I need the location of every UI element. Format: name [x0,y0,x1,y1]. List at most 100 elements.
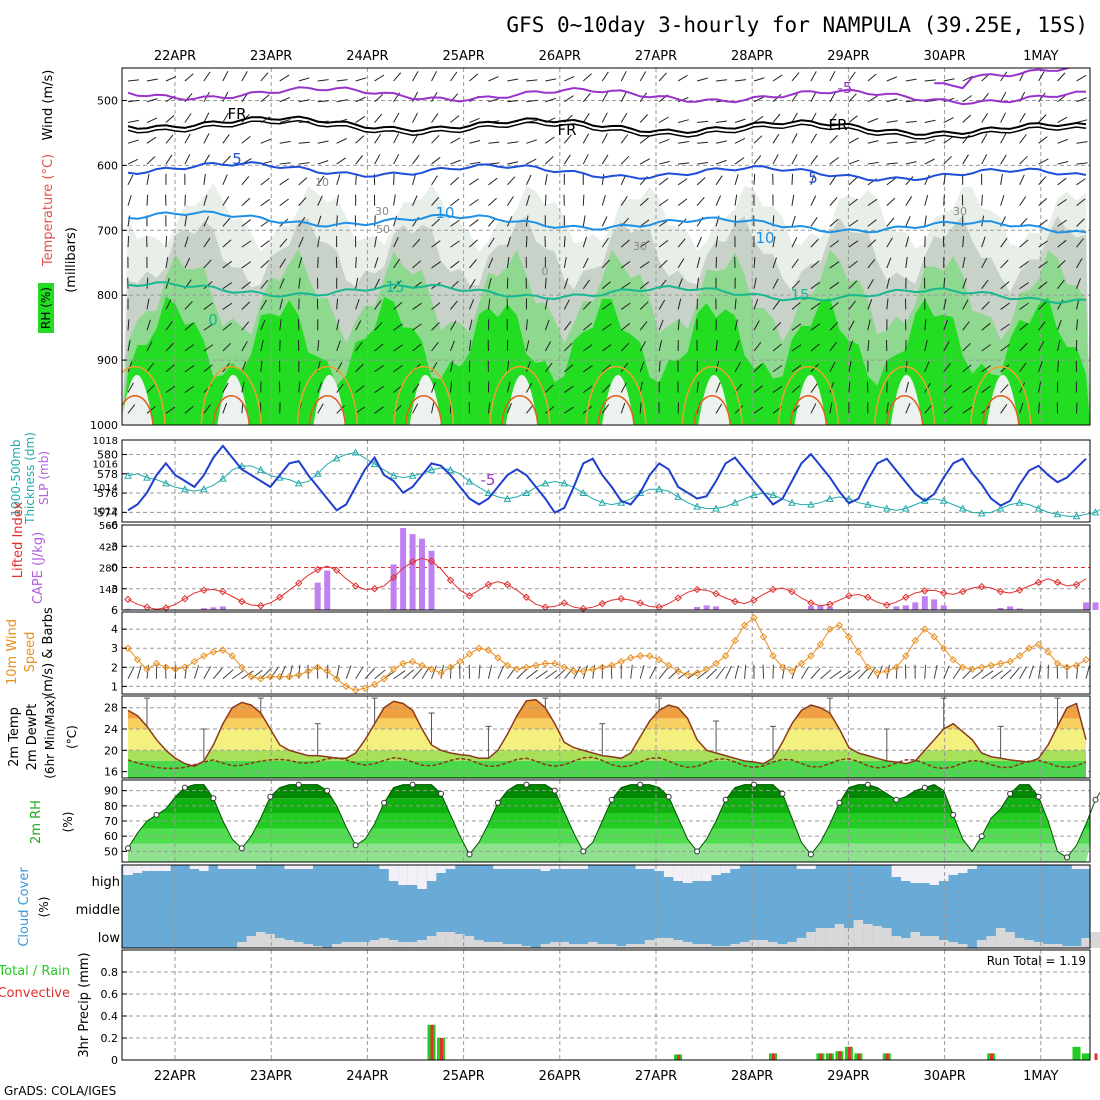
temp-contour-25 [501,395,539,425]
cape-bar [817,605,824,610]
wind-speed-marker [295,671,303,679]
wind-barb [810,174,815,185]
wind-barb [1076,178,1086,186]
wind-barb [487,402,491,414]
lifted-index-marker [731,597,739,606]
wind-speed-marker [968,665,976,673]
low-cloud-gap [398,942,408,948]
wind-speed-marker [589,665,597,673]
wind-barb [791,215,796,227]
wind-barb [924,119,936,124]
thickness-marker [882,504,891,512]
wind-barb [753,135,763,144]
high-cloud-gap [123,865,133,875]
wind-barb [222,196,230,206]
slp-tick-label: 1014 [93,483,118,494]
wind-barb [639,71,647,82]
temp-contour-25 [597,395,635,425]
wind-barb [639,301,649,310]
wind-speed-marker [892,663,901,672]
wind-barb [506,256,510,268]
lifted-index-marker [864,593,872,601]
wind-speed-marker [845,633,853,641]
wind-barb [507,100,519,103]
wind-speed-marker [987,661,995,670]
wind-barb [677,198,688,207]
wind-barb [753,96,765,103]
wind-barb [203,323,214,331]
low-cloud-gap [626,944,636,948]
wind-barb [1019,402,1024,414]
cloud-low-label: low [98,931,121,946]
wind-barb [697,141,709,144]
wind-barb [355,155,363,165]
wind-barb [810,343,820,352]
cape-bar [826,606,833,610]
wind-speed-marker [370,680,379,689]
wind-barb [184,257,191,269]
wind-barb [222,70,229,82]
panel-frame [121,864,1091,949]
low-cloud-gap [654,938,664,948]
thickness-marker [389,471,398,479]
wind-barb [1038,114,1047,123]
wind-barb [450,240,460,248]
surface-wind-barb [127,666,135,679]
wind-barb [620,239,630,248]
wind-barb [487,257,494,269]
surface-wind-barb [971,669,984,680]
wind-barb [222,260,232,269]
rh-marker [1035,793,1042,800]
wind-axis-label: Wind (m/s) [41,70,56,141]
high-cloud-gap [284,865,294,869]
high-cloud-gap [654,865,664,871]
wind-speed-marker [807,652,815,660]
thickness-marker [826,494,834,502]
lifted-index-marker [1053,578,1062,587]
low-cloud-gap [265,934,275,948]
wind-speed-marker [759,633,768,641]
wind-speed-marker [408,657,417,666]
dry-column [986,374,1019,425]
contour-label: 5 [808,169,818,187]
wind-barb [184,385,195,393]
y-tick-label: 500 [97,94,118,107]
wind-barb [981,236,986,248]
wind-speed-marker [190,657,199,666]
thickness-marker [769,490,777,498]
wind-barb [620,91,627,102]
wind-barb [563,321,572,331]
wind-barb [734,298,737,310]
lifted-index-marker [124,595,132,604]
wind-barb [279,298,283,310]
rh-marker [893,796,900,803]
y-tick-label: 700 [97,224,118,237]
low-cloud-gap [929,936,939,948]
thickness-marker [522,489,531,497]
wind-barb [658,299,666,310]
wind-barb [962,114,972,123]
wind-barb [848,280,858,290]
wind-barb [924,174,930,186]
surface-wind-barb [497,665,505,679]
wind-barb [924,404,933,414]
wind-barb [526,79,538,82]
thickness-marker [958,504,967,512]
wind-barb [260,260,270,269]
surface-wind-barb [421,666,430,680]
wind-barb [412,174,416,185]
surface-wind-barb [810,667,821,680]
wind-barb [127,99,139,103]
wind-barb [222,217,231,227]
low-cloud-gap [825,928,835,948]
bottom-date-axis: 22APR 23APR 24APR 25APR 26APR 27APR 28APR 29APR… [154,1069,1059,1084]
wind-barb [450,137,461,144]
top-date-label: 23APR [250,49,292,64]
wind-barb [1076,319,1079,331]
wind-barb [658,116,669,123]
wind-barb [374,278,381,289]
wind-barb [791,323,802,331]
temperature-contours [122,68,1087,425]
temp-unit-label: (°C) [65,725,79,749]
rh-marker [921,784,928,791]
